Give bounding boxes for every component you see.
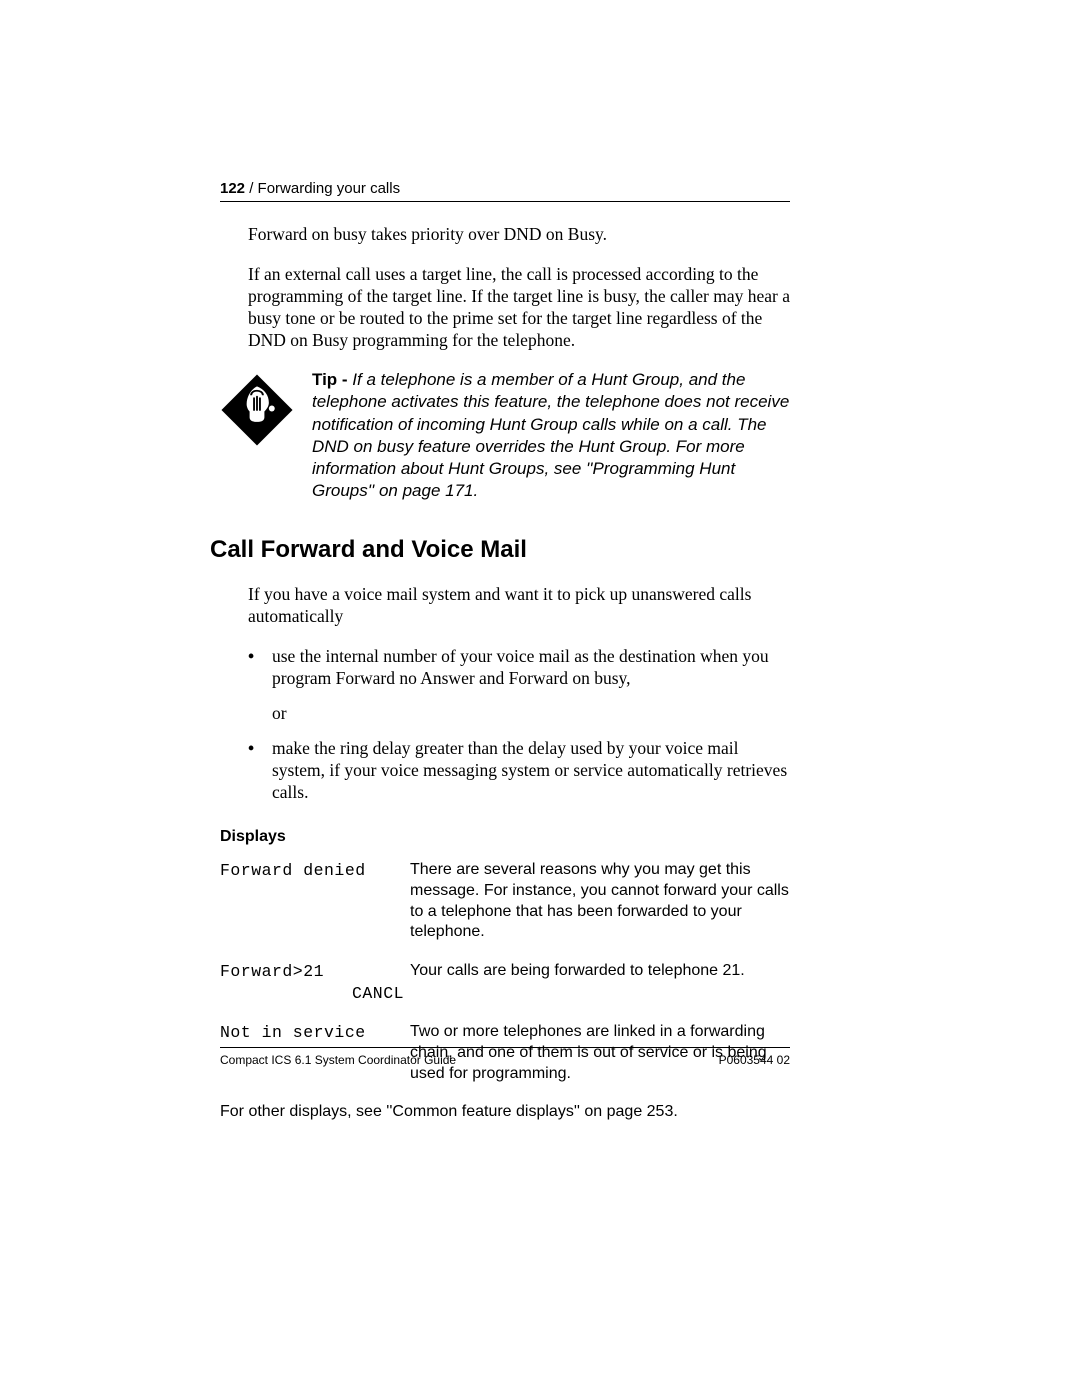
header-separator: /: [245, 180, 258, 197]
closing-reference: For other displays, see ''Common feature…: [220, 1103, 790, 1121]
page-header: 122 / Forwarding your calls: [220, 180, 790, 202]
display-line1: Forward>21: [220, 961, 410, 982]
paragraph: Forward on busy takes priority over DND …: [248, 224, 790, 246]
display-screen: Forward>21 CANCL: [220, 961, 410, 1004]
section-intro: If you have a voice mail system and want…: [248, 584, 790, 628]
display-line1: Forward denied: [220, 860, 410, 881]
bullet-marker: •: [248, 646, 272, 690]
display-row: Forward>21 CANCL Your calls are being fo…: [220, 961, 790, 1004]
tip-text: Tip - If a telephone is a member of a Hu…: [312, 369, 790, 502]
section-heading: Call Forward and Voice Mail: [210, 536, 790, 564]
display-screen: Forward denied: [220, 860, 410, 881]
display-line1: Not in service: [220, 1022, 410, 1043]
display-description: Your calls are being forwarded to teleph…: [410, 961, 790, 982]
display-line2: CANCL: [220, 983, 410, 1004]
tip-label: Tip -: [312, 370, 352, 389]
bullet-item: • use the internal number of your voice …: [248, 646, 790, 690]
tip-body: If a telephone is a member of a Hunt Gro…: [312, 370, 789, 499]
page-number: 122: [220, 180, 245, 197]
paragraph: If an external call uses a target line, …: [248, 264, 790, 352]
footer-left: Compact ICS 6.1 System Coordinator Guide: [220, 1053, 456, 1067]
tip-block: Tip - If a telephone is a member of a Hu…: [220, 369, 790, 502]
page-footer: Compact ICS 6.1 System Coordinator Guide…: [220, 1047, 790, 1067]
bullet-item: • make the ring delay greater than the d…: [248, 738, 790, 804]
footer-right: P0603544 02: [719, 1053, 790, 1067]
hand-diamond-icon: [220, 373, 294, 452]
display-description: There are several reasons why you may ge…: [410, 860, 790, 943]
section-title: Forwarding your calls: [258, 180, 401, 197]
or-separator: or: [272, 703, 790, 724]
display-screen: Not in service: [220, 1022, 410, 1043]
bullet-text: make the ring delay greater than the del…: [272, 738, 790, 804]
display-row: Forward denied There are several reasons…: [220, 860, 790, 943]
bullet-marker: •: [248, 738, 272, 804]
document-page: 122 / Forwarding your calls Forward on b…: [0, 0, 1080, 1181]
displays-heading: Displays: [220, 828, 790, 846]
bullet-text: use the internal number of your voice ma…: [272, 646, 790, 690]
